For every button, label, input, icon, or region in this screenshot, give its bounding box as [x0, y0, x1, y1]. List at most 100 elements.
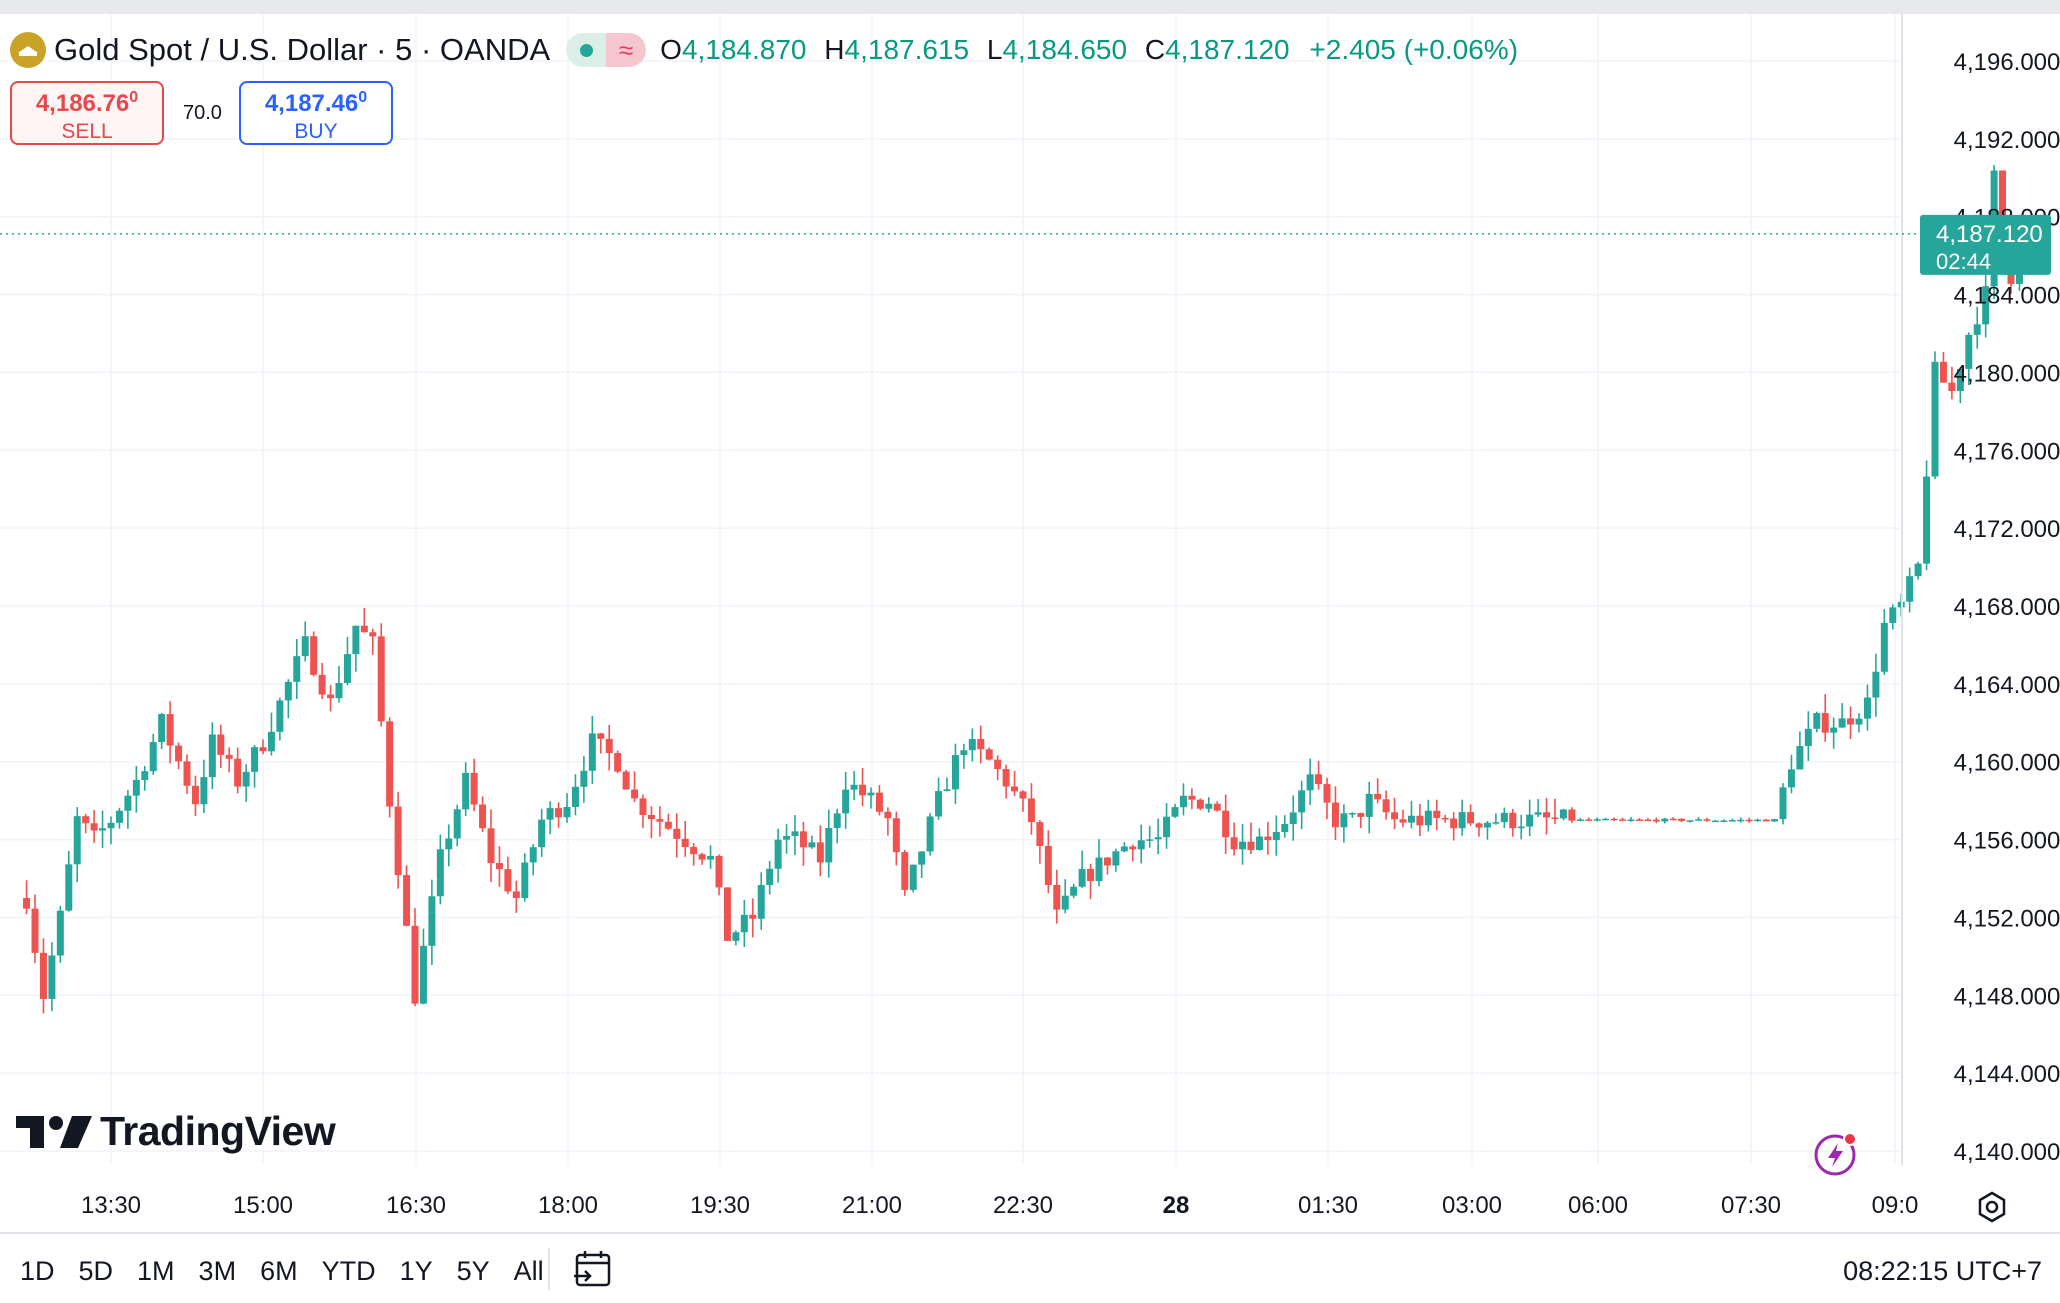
candle — [242, 764, 250, 802]
candle — [622, 769, 630, 790]
candle — [1078, 850, 1086, 888]
calendar-goto-icon[interactable] — [572, 1249, 614, 1294]
range-button-5y[interactable]: 5Y — [456, 1256, 490, 1286]
candle — [141, 765, 149, 791]
candle — [1923, 460, 1931, 571]
candle — [1002, 764, 1010, 799]
price-tick-label: 4,152.000 — [1954, 905, 2060, 932]
buy-price: 4,187.460 — [264, 89, 368, 117]
candle — [774, 828, 782, 883]
candle — [1331, 786, 1339, 841]
candle — [555, 802, 563, 828]
price-tick-label: 4,156.000 — [1954, 828, 2060, 855]
lightning-icon[interactable] — [1813, 1131, 1859, 1182]
candle — [808, 835, 816, 849]
price-tick-label: 4,180.000 — [1954, 360, 2060, 387]
candle — [284, 679, 292, 719]
candle — [318, 662, 326, 699]
range-button-6m[interactable]: 6M — [260, 1256, 298, 1286]
candle — [1880, 609, 1888, 675]
candle — [1872, 653, 1880, 717]
candle — [673, 813, 681, 858]
candle — [1720, 819, 1728, 823]
candle — [65, 850, 73, 912]
candle — [1483, 821, 1491, 840]
candle — [1137, 824, 1145, 864]
candle — [1281, 815, 1289, 838]
time-tick-label: 09:0 — [1872, 1192, 1919, 1219]
candle — [1804, 711, 1812, 761]
candle — [951, 743, 959, 804]
candle — [1771, 818, 1779, 823]
candle — [1796, 731, 1804, 770]
gear-icon[interactable] — [1975, 1190, 2009, 1229]
candle — [335, 665, 343, 703]
candle — [1695, 817, 1703, 821]
candle — [867, 787, 875, 809]
candle — [1205, 797, 1213, 813]
price-tick-label: 4,148.000 — [1954, 983, 2060, 1010]
candle — [664, 813, 672, 830]
tradingview-logo[interactable]: TradingView — [16, 1108, 336, 1155]
sell-label: SELL — [61, 120, 113, 143]
time-tick-label: 18:00 — [538, 1192, 598, 1219]
candle — [1011, 770, 1019, 796]
range-button-ytd[interactable]: YTD — [321, 1256, 376, 1286]
range-button-1m[interactable]: 1M — [137, 1256, 175, 1286]
candle — [842, 772, 850, 829]
range-button-1y[interactable]: 1Y — [399, 1256, 433, 1286]
candle — [1391, 797, 1399, 830]
candle — [149, 733, 157, 775]
candle — [571, 774, 579, 816]
candle — [1965, 332, 1973, 385]
symbol-title[interactable]: Gold Spot / U.S. Dollar · 5 · OANDA — [54, 32, 551, 67]
price-tick-label: 4,140.000 — [1954, 1139, 2060, 1166]
candle — [1526, 799, 1534, 837]
range-button-1d[interactable]: 1D — [20, 1256, 55, 1286]
candle — [1492, 813, 1500, 825]
candle — [453, 804, 461, 847]
candle — [656, 806, 664, 837]
candle — [1948, 366, 1956, 400]
buy-button[interactable]: 4,187.460 BUY — [239, 81, 393, 145]
candle — [521, 853, 529, 902]
price-tick-label: 4,172.000 — [1954, 516, 2060, 543]
candle — [1424, 799, 1432, 832]
candle — [901, 849, 909, 896]
range-button-5d[interactable]: 5D — [78, 1256, 114, 1286]
candle — [1357, 812, 1365, 829]
candle — [470, 758, 478, 811]
candle — [1441, 814, 1449, 823]
clock-timezone[interactable]: 08:22:15 UTC+7 — [1843, 1256, 2042, 1286]
open-label: O — [660, 34, 682, 65]
candle — [1821, 694, 1829, 742]
candle — [39, 938, 47, 1014]
candle — [1103, 857, 1111, 875]
candle — [546, 801, 554, 835]
time-tick-label: 16:30 — [386, 1192, 446, 1219]
price-chart[interactable]: 4,196.0004,192.0004,188.0004,184.0004,18… — [0, 14, 2060, 1232]
candle — [892, 811, 900, 866]
range-selector: 1D 5D 1M 3M 6M YTD 1Y 5Y All — [20, 1256, 568, 1287]
candle — [445, 824, 453, 867]
legend-status-pill[interactable]: ≈ — [566, 33, 647, 67]
range-button-3m[interactable]: 3M — [198, 1256, 237, 1286]
candle — [816, 825, 824, 877]
candle — [935, 777, 943, 820]
last-price-badge[interactable] — [1920, 214, 2051, 275]
bar-countdown: 02:44 — [1936, 249, 1991, 274]
range-button-all[interactable]: All — [513, 1256, 544, 1286]
candle — [791, 815, 799, 856]
candle — [799, 821, 807, 866]
candle — [1509, 808, 1517, 837]
candle — [1847, 706, 1855, 739]
candle — [1914, 561, 1922, 580]
candle — [217, 724, 225, 769]
candle — [749, 898, 757, 938]
candle — [1247, 822, 1255, 854]
candle — [208, 722, 216, 790]
candle — [850, 771, 858, 800]
candle — [234, 747, 242, 794]
gold-coin-icon[interactable] — [10, 32, 46, 68]
sell-button[interactable]: 4,186.760 SELL — [10, 81, 164, 145]
